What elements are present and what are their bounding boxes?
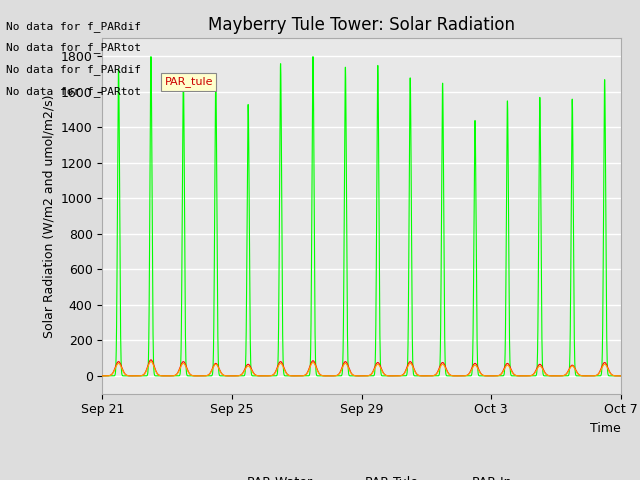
Y-axis label: Solar Radiation (W/m2 and umol/m2/s): Solar Radiation (W/m2 and umol/m2/s): [42, 94, 55, 338]
Title: Mayberry Tule Tower: Solar Radiation: Mayberry Tule Tower: Solar Radiation: [208, 16, 515, 34]
Text: No data for f_PARdif: No data for f_PARdif: [6, 64, 141, 75]
Text: PAR_tule: PAR_tule: [164, 77, 213, 87]
Text: No data for f_PARdif: No data for f_PARdif: [6, 21, 141, 32]
Text: No data for f_PARtot: No data for f_PARtot: [6, 85, 141, 96]
Legend: PAR Water, PAR Tule, PAR In: PAR Water, PAR Tule, PAR In: [207, 471, 516, 480]
Text: No data for f_PARtot: No data for f_PARtot: [6, 42, 141, 53]
X-axis label: Time: Time: [590, 422, 621, 435]
